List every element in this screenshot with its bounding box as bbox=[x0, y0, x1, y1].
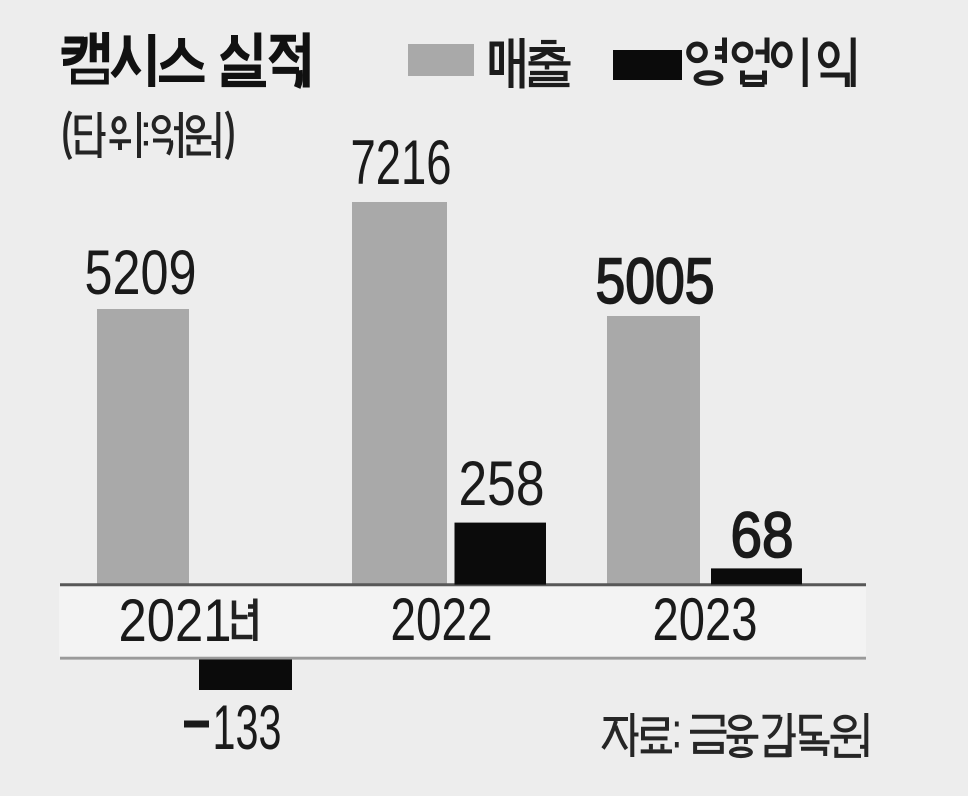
svg-text:133: 133 bbox=[213, 693, 282, 763]
svg-text:5005: 5005 bbox=[596, 245, 715, 317]
svg-text:2023: 2023 bbox=[653, 586, 758, 653]
svg-text:258: 258 bbox=[459, 449, 545, 519]
svg-text:2021: 2021 bbox=[119, 587, 232, 654]
svg-text:68: 68 bbox=[731, 499, 794, 571]
svg-text:2022: 2022 bbox=[391, 586, 493, 653]
svg-text:7216: 7216 bbox=[351, 128, 452, 198]
svg-text:5209: 5209 bbox=[85, 238, 197, 308]
